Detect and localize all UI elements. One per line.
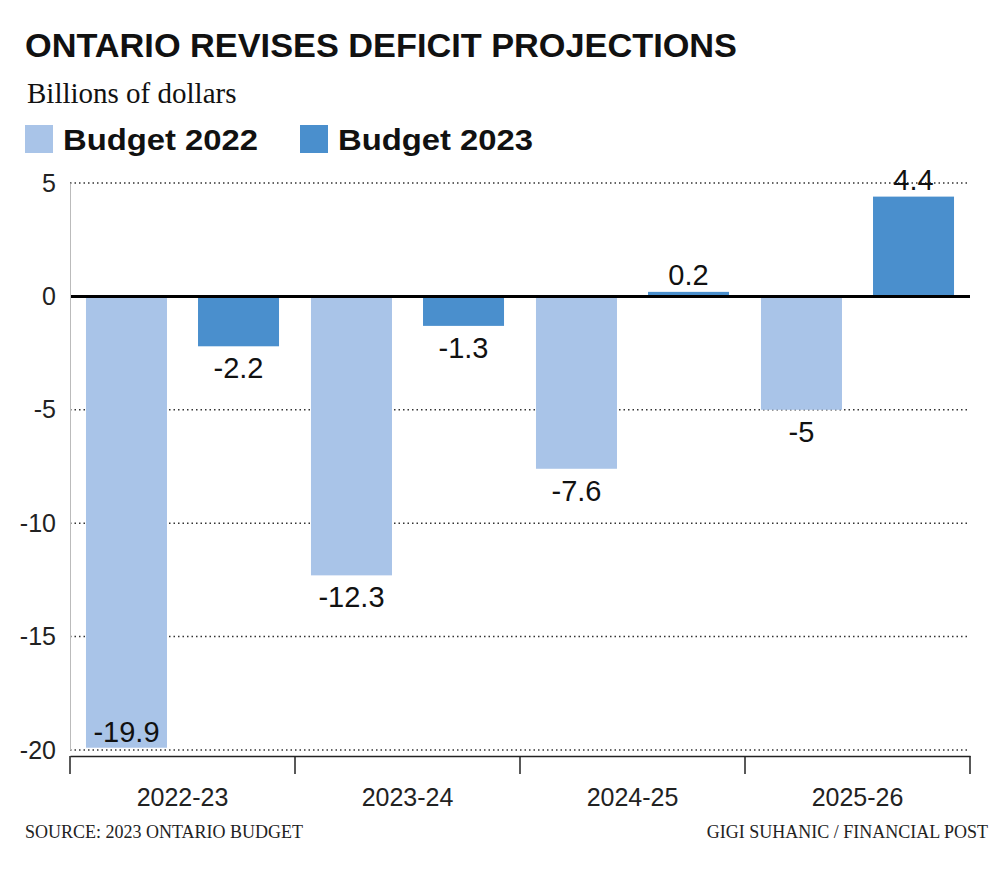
grid-line xyxy=(70,749,970,751)
y-tick: 5 xyxy=(42,169,70,197)
bar xyxy=(761,296,842,409)
data-label: -5 xyxy=(789,416,815,448)
category-divider xyxy=(744,756,746,774)
y-tick-label: -15 xyxy=(20,622,56,650)
subtitle: Billions of dollars xyxy=(27,77,236,109)
y-tick: -15 xyxy=(20,622,70,650)
grid-line xyxy=(70,636,970,638)
data-label: 4.4 xyxy=(893,164,933,196)
data-label: -12.3 xyxy=(318,581,384,613)
x-tick-label: 2023-24 xyxy=(362,783,454,811)
y-tick-label: -10 xyxy=(20,509,56,537)
data-label: -7.6 xyxy=(551,475,601,507)
grid-line xyxy=(70,522,970,524)
x-axis: 2022-23 2023-24 2024-25 2025-26 xyxy=(71,756,971,811)
bar xyxy=(198,296,279,346)
chart: ONTARIO REVISES DEFICIT PROJECTIONS Billi… xyxy=(0,0,1000,879)
y-tick-label: -20 xyxy=(20,736,56,764)
x-tick-label: 2024-25 xyxy=(587,783,679,811)
bar xyxy=(86,296,167,747)
bar xyxy=(423,296,504,325)
bar xyxy=(311,296,392,575)
legend: Budget 2022 Budget 2023 xyxy=(25,124,533,156)
y-axis-line xyxy=(70,184,71,751)
grid xyxy=(70,183,970,750)
grid-line xyxy=(70,182,970,184)
title: ONTARIO REVISES DEFICIT PROJECTIONS xyxy=(25,26,737,64)
category-divider xyxy=(294,756,296,774)
data-label: -2.2 xyxy=(214,352,264,384)
data-label: -19.9 xyxy=(93,716,159,748)
y-tick-label: 0 xyxy=(42,282,56,310)
legend-swatch xyxy=(25,125,53,153)
x-tick: 2022-23 xyxy=(137,756,229,811)
y-tick: -10 xyxy=(20,509,70,537)
x-tick-label: 2022-23 xyxy=(137,783,229,811)
category-divider xyxy=(969,756,971,774)
legend-swatch xyxy=(300,125,328,153)
bar xyxy=(536,296,617,468)
credit: GIGI SUHANIC / FINANCIAL POST xyxy=(707,822,988,842)
y-axis: -20 -15 -10 -5 0 5 xyxy=(20,169,71,764)
category-divider xyxy=(69,756,71,774)
data-label: 0.2 xyxy=(668,259,708,291)
x-tick-label: 2025-26 xyxy=(812,783,904,811)
x-tick: 2024-25 xyxy=(587,756,679,811)
data-labels: -19.9 -12.3 -7.6 -5 -2.2 -1.3 0.2 4.4 xyxy=(93,164,933,748)
data-label: -1.3 xyxy=(439,332,489,364)
x-tick: 2025-26 xyxy=(812,756,904,811)
x-tick: 2023-24 xyxy=(362,756,454,811)
y-tick: -20 xyxy=(20,736,70,764)
legend-label: Budget 2023 xyxy=(338,124,533,156)
y-tick-label: 5 xyxy=(42,169,56,197)
category-divider xyxy=(519,756,521,774)
source: SOURCE: 2023 ONTARIO BUDGET xyxy=(25,822,303,842)
y-tick: 0 xyxy=(42,282,70,310)
y-tick-label: -5 xyxy=(34,395,56,423)
zero-line xyxy=(70,295,970,298)
legend-label: Budget 2022 xyxy=(63,124,258,156)
bars xyxy=(86,197,954,748)
y-tick: -5 xyxy=(34,395,70,423)
bar xyxy=(873,197,954,297)
